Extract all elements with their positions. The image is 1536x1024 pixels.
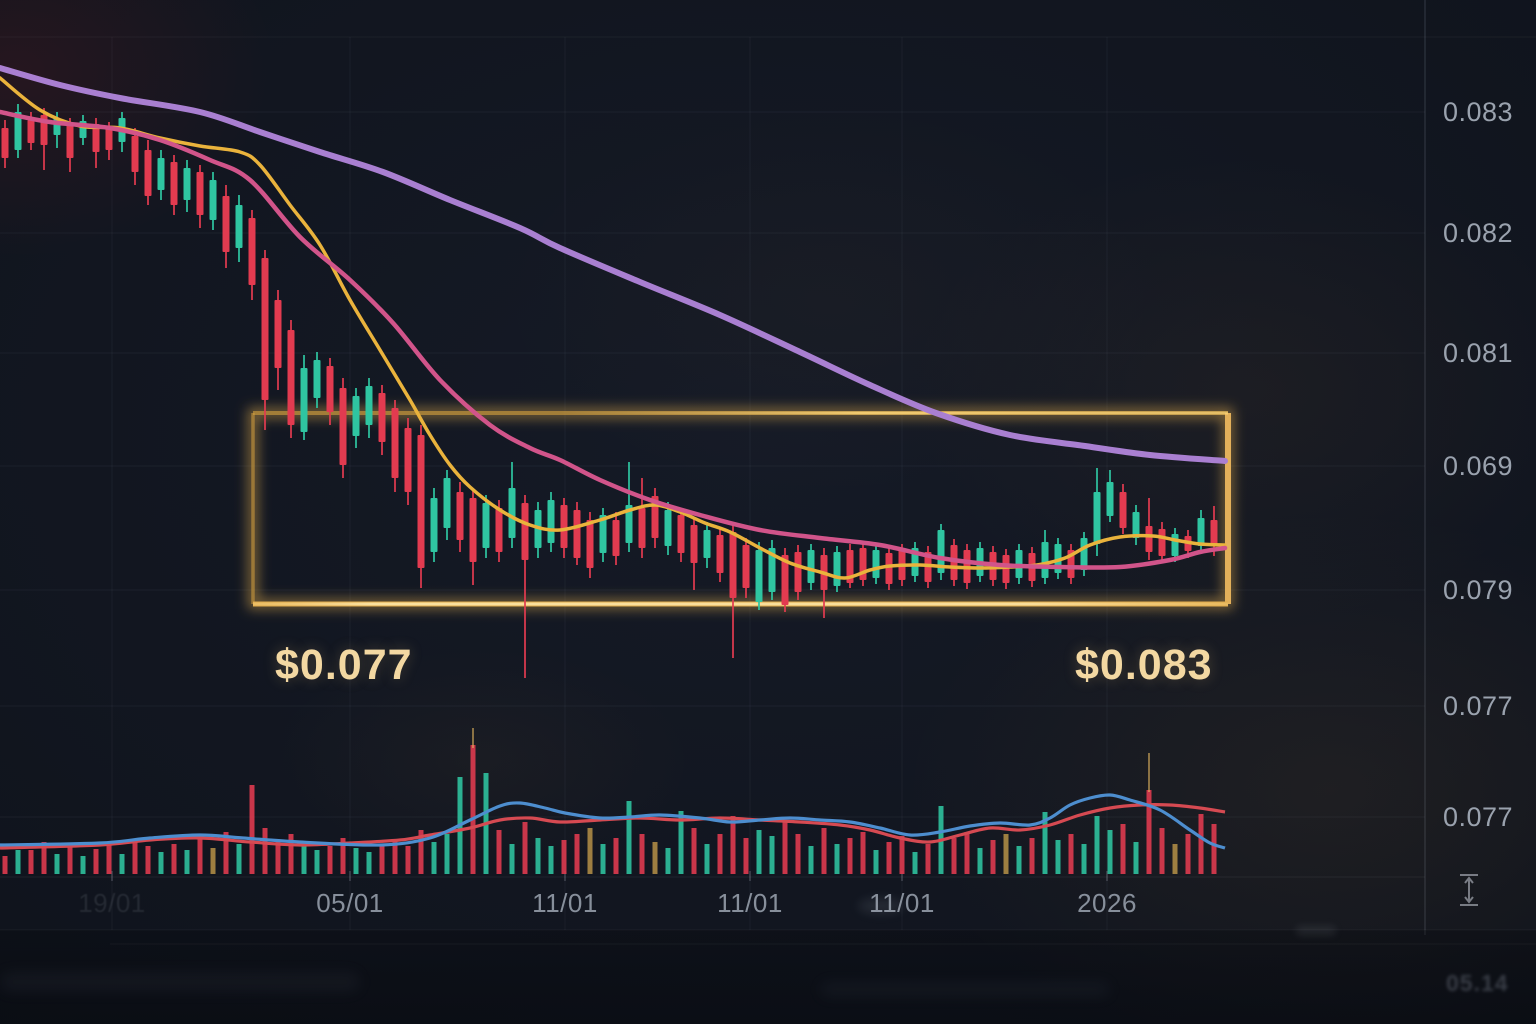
consolidation-box-glow: [248, 408, 1253, 609]
moving-averages: [0, 65, 1228, 580]
grid-lines: [0, 0, 1536, 945]
box-high-price-label: $0.083: [1075, 641, 1213, 689]
volume-pane: [0, 728, 1226, 874]
ma-gold-line: [0, 76, 1227, 580]
consolidation-box: [251, 411, 1231, 607]
ma-purple-line: [0, 65, 1228, 464]
ma-pink-line: [0, 109, 1228, 570]
candles: [1, 104, 1218, 678]
price-scale-icon[interactable]: [1456, 872, 1482, 908]
watermark-text: 05.14: [1446, 970, 1509, 996]
box-low-price-label: $0.077: [275, 641, 413, 689]
footer-strip: [0, 930, 1536, 1024]
volume-ma-red: [0, 803, 1226, 850]
volume-ma-blue: [0, 793, 1226, 850]
